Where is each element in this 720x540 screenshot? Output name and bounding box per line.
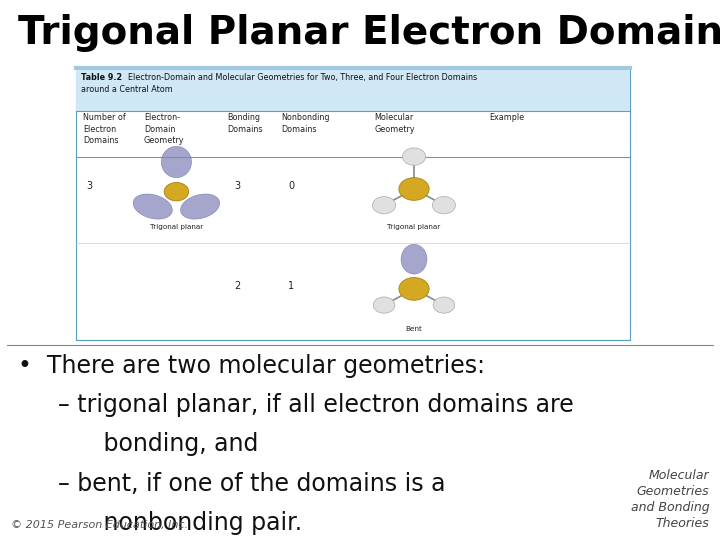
Text: 3: 3 bbox=[234, 181, 240, 191]
Circle shape bbox=[373, 297, 395, 313]
Text: Electron-
Domain
Geometry: Electron- Domain Geometry bbox=[144, 113, 184, 145]
Text: nonbonding pair.: nonbonding pair. bbox=[81, 511, 302, 535]
Circle shape bbox=[402, 148, 426, 165]
Circle shape bbox=[399, 278, 429, 300]
Ellipse shape bbox=[133, 194, 172, 219]
Text: around a Central Atom: around a Central Atom bbox=[81, 85, 173, 94]
Text: 3: 3 bbox=[86, 181, 93, 191]
Text: Bent: Bent bbox=[405, 326, 423, 332]
Ellipse shape bbox=[161, 146, 192, 178]
Text: Molecular
Geometries
and Bonding
Theories: Molecular Geometries and Bonding Theorie… bbox=[631, 469, 709, 530]
Text: Example: Example bbox=[490, 113, 525, 123]
Text: Molecular
Geometry: Molecular Geometry bbox=[374, 113, 415, 133]
Text: Table 9.2: Table 9.2 bbox=[81, 73, 122, 83]
Circle shape bbox=[164, 183, 189, 201]
Ellipse shape bbox=[401, 244, 427, 274]
Circle shape bbox=[372, 197, 395, 214]
Circle shape bbox=[399, 178, 429, 200]
FancyBboxPatch shape bbox=[76, 70, 630, 340]
Text: Bonding
Domains: Bonding Domains bbox=[227, 113, 262, 133]
Text: 2: 2 bbox=[234, 281, 240, 291]
Text: Trigonal planar: Trigonal planar bbox=[150, 224, 203, 230]
Text: bonding, and: bonding, and bbox=[81, 432, 258, 456]
Text: •  There are two molecular geometries:: • There are two molecular geometries: bbox=[18, 354, 485, 378]
Ellipse shape bbox=[181, 194, 220, 219]
Text: – bent, if one of the domains is a: – bent, if one of the domains is a bbox=[58, 472, 445, 496]
Text: Trigonal Planar Electron Domain: Trigonal Planar Electron Domain bbox=[18, 14, 720, 51]
Text: Number of
Electron
Domains: Number of Electron Domains bbox=[83, 113, 125, 145]
Text: Trigonal planar: Trigonal planar bbox=[387, 224, 441, 230]
Text: Nonbonding
Domains: Nonbonding Domains bbox=[281, 113, 329, 133]
Text: – trigonal planar, if all electron domains are: – trigonal planar, if all electron domai… bbox=[58, 393, 573, 417]
Text: © 2015 Pearson Education, Inc.: © 2015 Pearson Education, Inc. bbox=[11, 520, 188, 530]
Circle shape bbox=[433, 197, 456, 214]
Circle shape bbox=[433, 297, 455, 313]
Text: Electron-Domain and Molecular Geometries for Two, Three, and Four Electron Domai: Electron-Domain and Molecular Geometries… bbox=[123, 73, 477, 83]
Text: 1: 1 bbox=[288, 281, 294, 291]
Text: 0: 0 bbox=[288, 181, 294, 191]
FancyBboxPatch shape bbox=[76, 70, 630, 111]
